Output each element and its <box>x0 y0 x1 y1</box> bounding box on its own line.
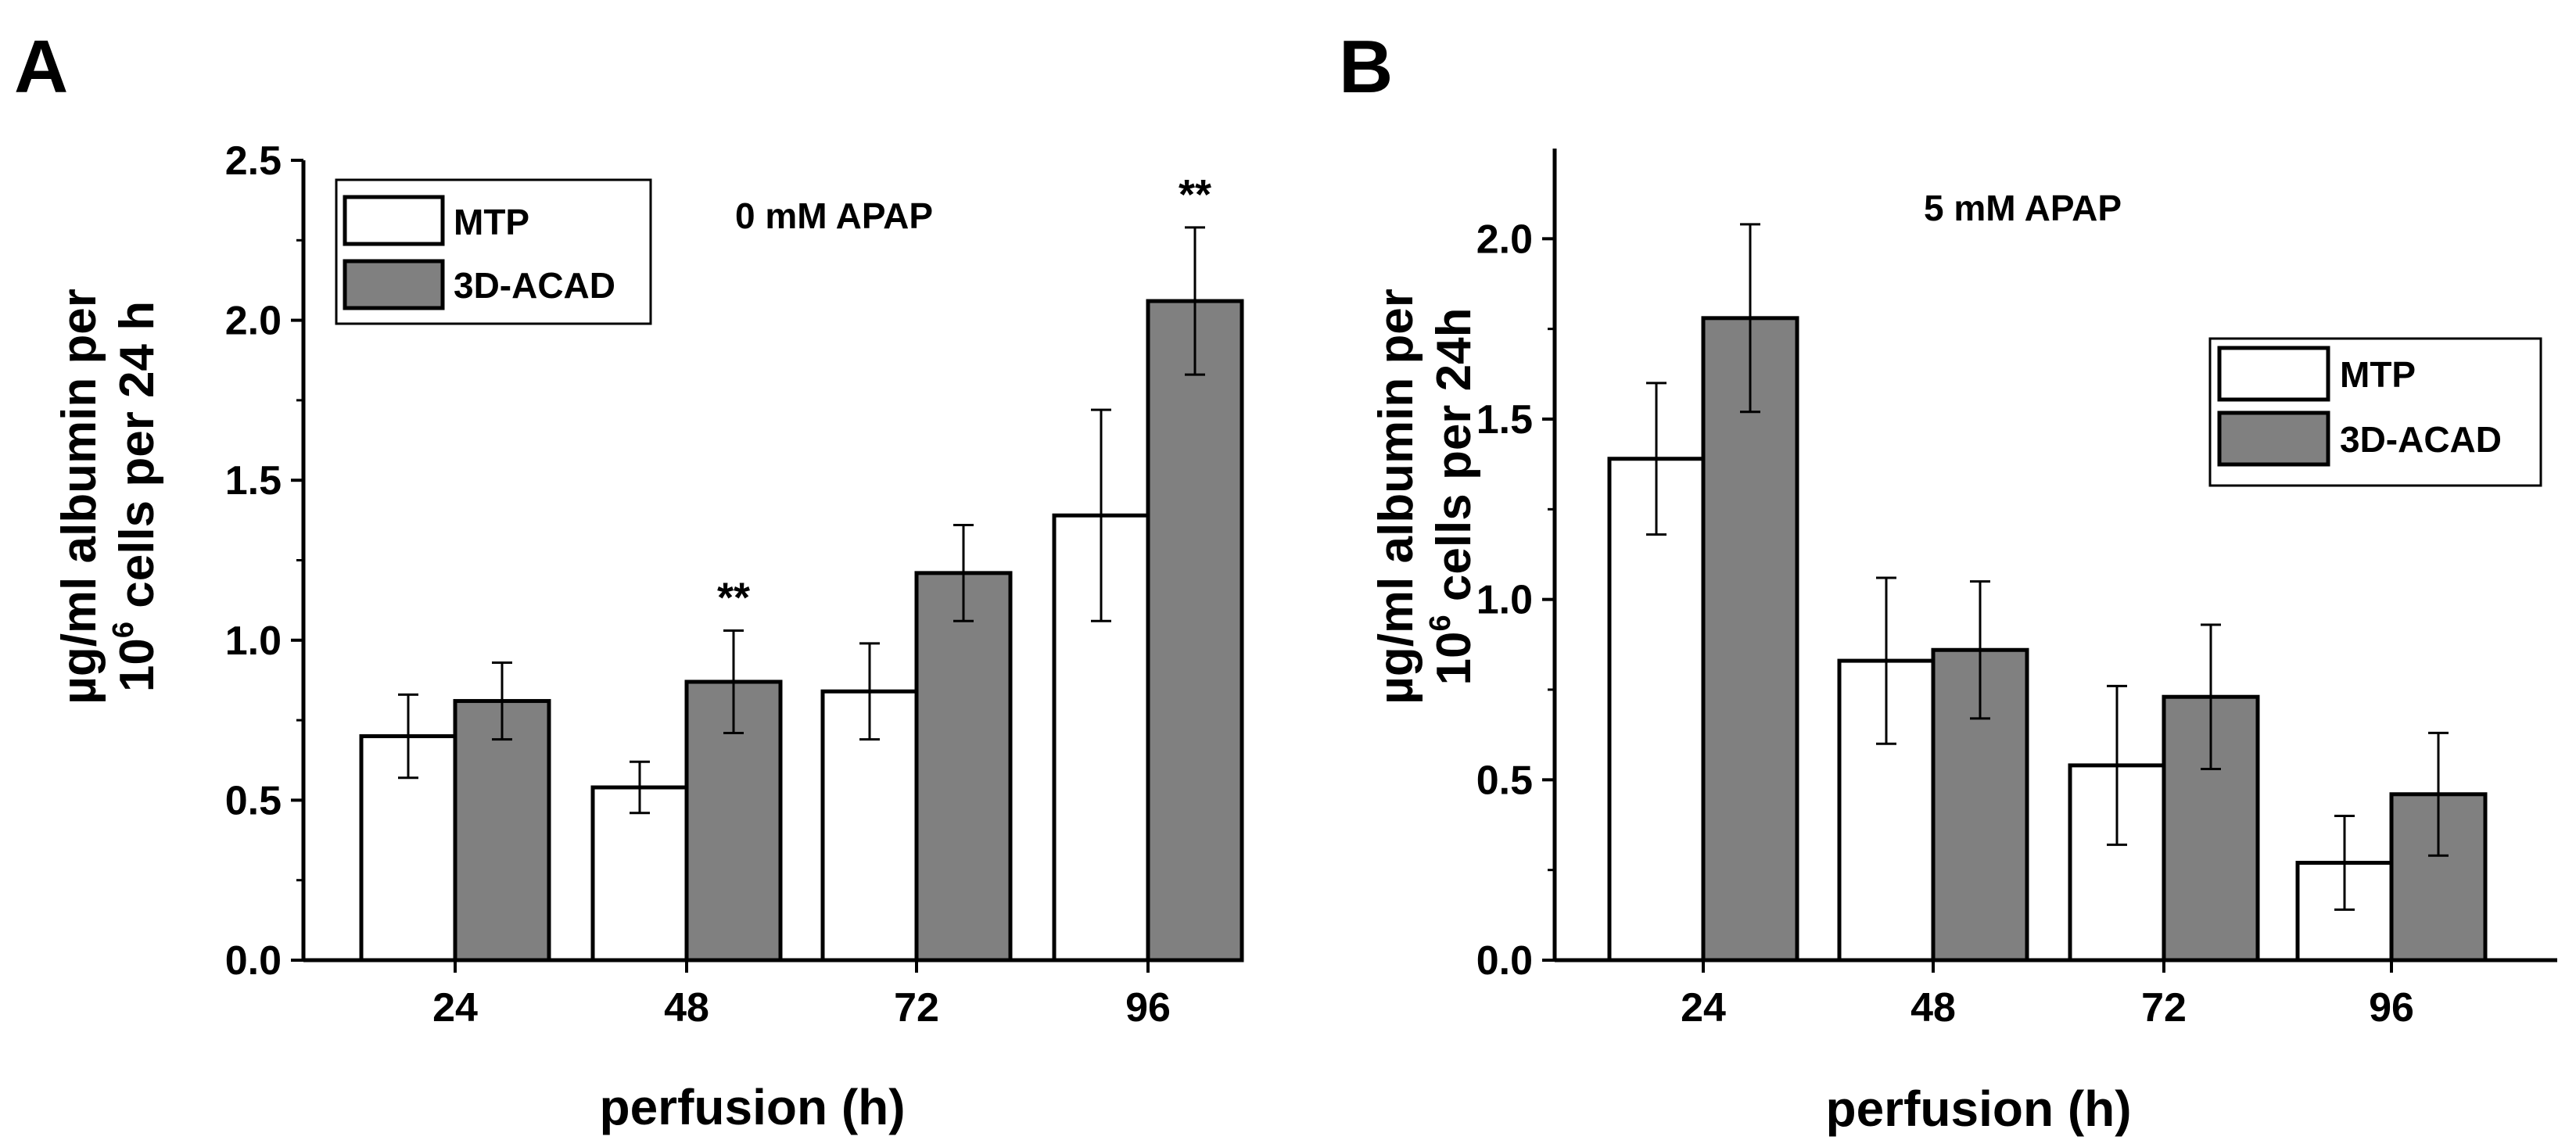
panel-a: A ** ** 0.0 0.5 1.0 1.5 2.0 2.5 24 48 72 96 0 mM A… <box>14 25 1244 1135</box>
significance-marker-48: ** <box>717 575 750 622</box>
condition-label-a: 0 mM APAP <box>735 195 933 236</box>
bar-3d-acad-96 <box>1146 299 1244 963</box>
x-tick-label: 24 <box>432 985 478 1031</box>
y-axis-title-line2-a: 106 cells per 24 h <box>107 301 164 692</box>
y-tick-label: 2.5 <box>225 138 282 184</box>
y-tick-label: 1.5 <box>225 458 282 504</box>
y-tick-label: 0.0 <box>1476 938 1533 984</box>
condition-label-b: 5 mM APAP <box>1924 188 2122 228</box>
y-axis-title-line2-b: 106 cells per 24h <box>1424 308 1481 686</box>
y-axis-title-b: µg/ml albumin per 106 cells per 24h <box>1369 289 1481 704</box>
x-axis-title-b: perfusion (h) <box>1825 1081 2131 1137</box>
y-axis-title-line1-b: µg/ml albumin per <box>1369 289 1423 704</box>
bar-3d-acad-72 <box>914 571 1013 963</box>
legend-b: MTP 3D-ACAD <box>2208 337 2542 487</box>
y-tick-label: 0.0 <box>225 938 282 984</box>
x-tick-label: 96 <box>1125 985 1171 1031</box>
legend-swatch-mtp-b <box>2217 346 2330 402</box>
panel-letter-b: B <box>1339 25 1393 109</box>
y-tick-label: 2.0 <box>1476 217 1533 262</box>
panel-letter-a: A <box>14 25 68 109</box>
legend-swatch-mtp-a <box>343 195 445 246</box>
y-tick-label: 1.0 <box>1476 578 1533 623</box>
y-tick-label: 1.0 <box>225 618 282 664</box>
panel-b: B 0.0 0.5 1.0 1.5 2.0 24 48 72 96 5 mM APAP MTP … <box>1339 25 2557 1137</box>
legend-swatch-3d-acad-b <box>2217 410 2330 467</box>
legend-label-mtp-b: MTP <box>2340 354 2416 395</box>
bars-a <box>359 299 1244 963</box>
x-axis-title-a: perfusion (h) <box>599 1079 905 1135</box>
x-tick-label: 96 <box>2369 985 2414 1031</box>
legend-a: MTP 3D-ACAD <box>335 178 652 325</box>
bar-3d-acad-24 <box>1701 316 1799 963</box>
y-tick-label: 1.5 <box>1476 397 1533 443</box>
bar-mtp-24 <box>1607 457 1706 963</box>
x-tick-label: 72 <box>894 985 939 1031</box>
legend-label-mtp-a: MTP <box>454 202 529 242</box>
x-tick-label: 24 <box>1681 985 1726 1031</box>
legend-label-3d-acad-a: 3D-ACAD <box>454 265 615 306</box>
error-bars-a <box>398 226 1205 815</box>
y-tick-label: 2.0 <box>225 299 282 344</box>
y-tick-label: 0.5 <box>1476 758 1533 803</box>
y-axis-title-line1-a: µg/ml albumin per <box>52 289 106 704</box>
y-tick-label: 0.5 <box>225 778 282 823</box>
x-tick-label: 72 <box>2141 985 2187 1031</box>
x-tick-label: 48 <box>664 985 709 1031</box>
ticks-b: 0.0 0.5 1.0 1.5 2.0 24 48 72 96 <box>1476 217 2414 1031</box>
significance-marker-96: ** <box>1179 171 1211 218</box>
significance-a: ** ** <box>717 171 1211 622</box>
error-bars-b <box>1646 223 2449 911</box>
legend-label-3d-acad-b: 3D-ACAD <box>2340 419 2502 460</box>
legend-swatch-3d-acad-a <box>343 259 445 310</box>
x-tick-label: 48 <box>1910 985 1956 1031</box>
ticks-a: 0.0 0.5 1.0 1.5 2.0 2.5 24 48 72 96 <box>225 138 1171 1031</box>
y-axis-title-a: µg/ml albumin per 106 cells per 24 h <box>52 289 164 704</box>
